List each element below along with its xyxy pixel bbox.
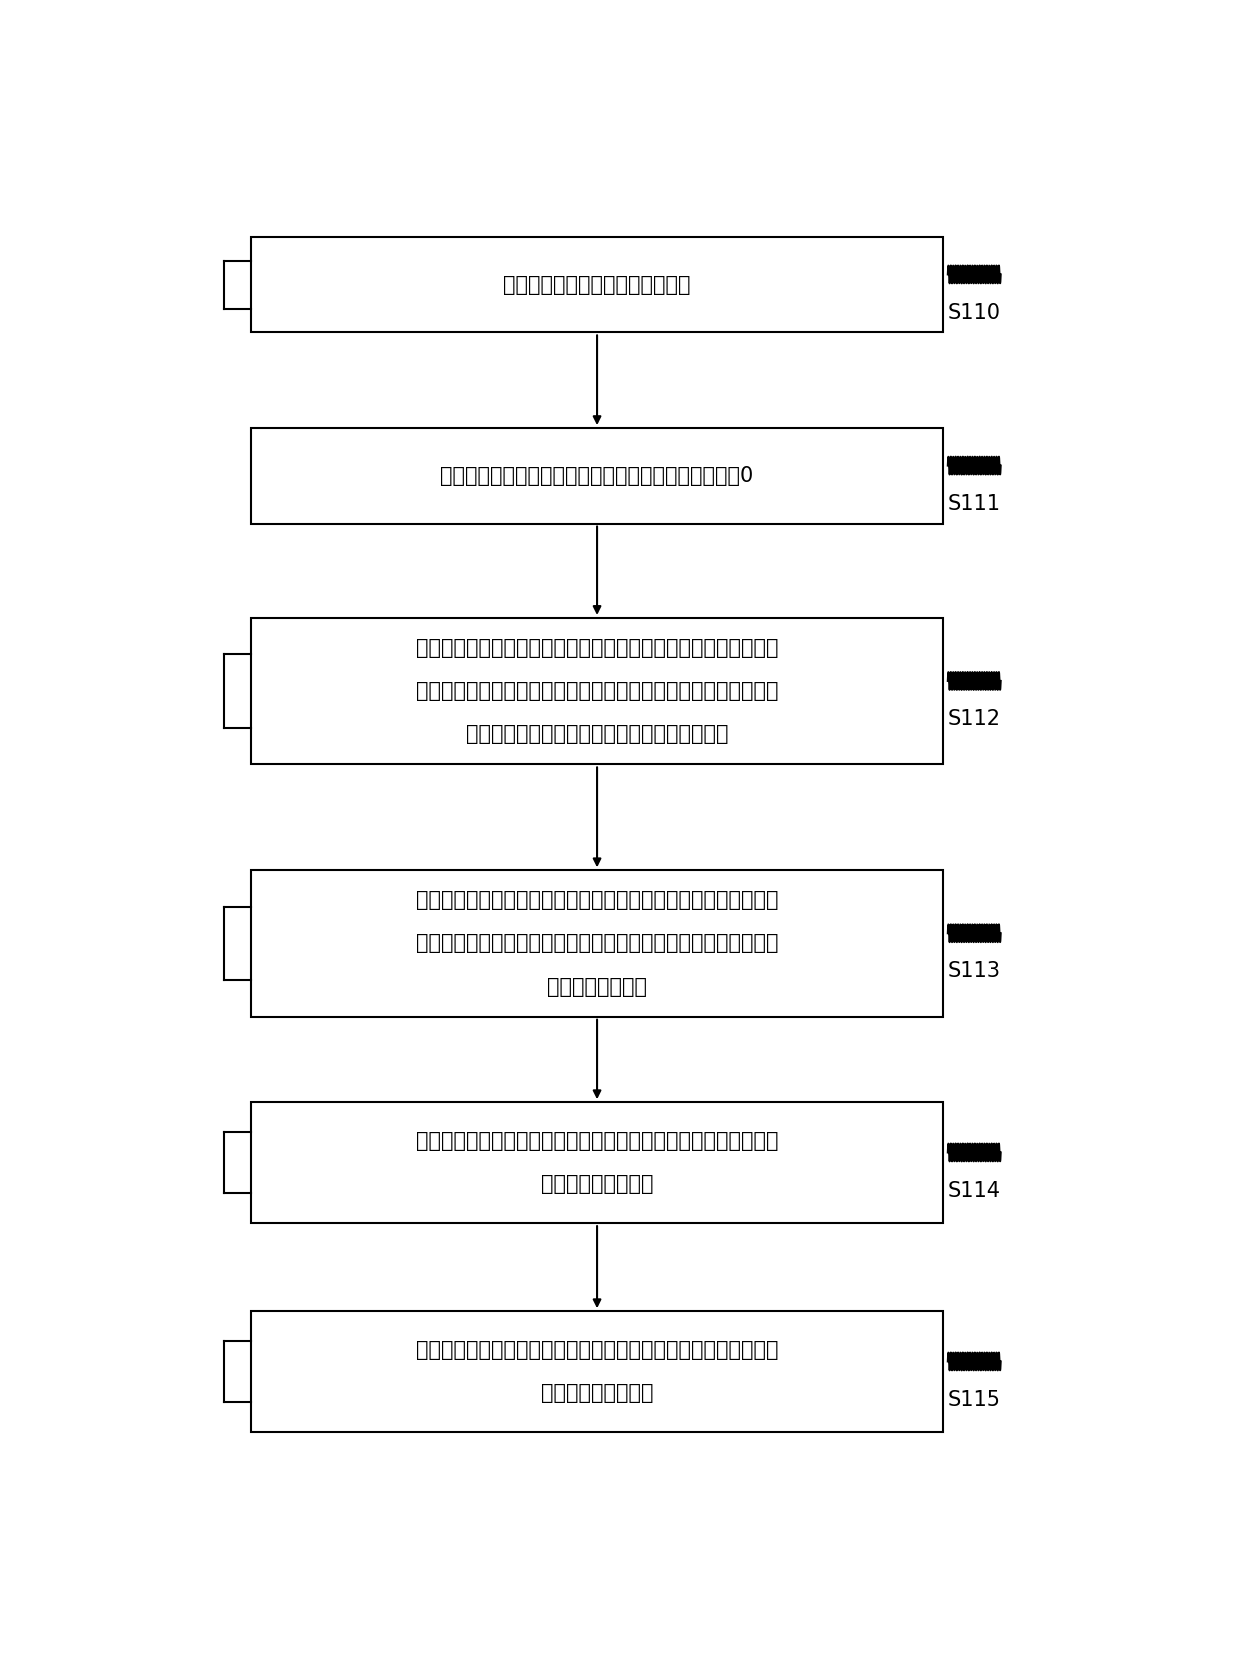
Bar <box>250 1311 942 1432</box>
Bar <box>250 237 942 333</box>
Text: S113: S113 <box>947 962 1001 981</box>
Text: 若当前的制动深度值不大于制动回馈进入时最小制动深度开度值，: 若当前的制动深度值不大于制动回馈进入时最小制动深度开度值， <box>415 1130 779 1150</box>
Text: 若车辆的制动系统出现故障，则给定制动回馈扭矩值为0: 若车辆的制动系统出现故障，则给定制动回馈扭矩值为0 <box>440 465 754 487</box>
Text: 否大于制动回馈进入时最小制动深度开度值，或者当前的制动深度: 否大于制动回馈进入时最小制动深度开度值，或者当前的制动深度 <box>415 682 779 702</box>
Text: 若当前的制动深度值不小于制动回馈退出时最大制动深度开度值，: 若当前的制动深度值不小于制动回馈退出时最大制动深度开度值， <box>415 1341 779 1360</box>
Text: 判断车辆的制动系统是否出现故障: 判断车辆的制动系统是否出现故障 <box>503 275 691 295</box>
Text: S115: S115 <box>947 1390 1001 1410</box>
Text: 则返回滑行回馈状态: 则返回滑行回馈状态 <box>541 1175 653 1195</box>
Text: 值是否小于制动回馈退出时最大制动深度开度值: 值是否小于制动回馈退出时最大制动深度开度值 <box>466 725 728 745</box>
Bar <box>250 1102 942 1223</box>
Text: S114: S114 <box>947 1180 1001 1200</box>
Bar <box>250 871 942 1016</box>
Text: 者当前的制动深度值小于制动回馈退出时最大制动深度开度值，则: 者当前的制动深度值小于制动回馈退出时最大制动深度开度值，则 <box>415 933 779 953</box>
Text: 进入制动回馈状态: 进入制动回馈状态 <box>547 976 647 996</box>
Text: S112: S112 <box>947 710 1001 730</box>
Bar <box>250 429 942 523</box>
Text: S110: S110 <box>947 303 1001 323</box>
Text: 若车辆的制动系统未出现故障，则进一步判断当前的制动深度值是: 若车辆的制动系统未出现故障，则进一步判断当前的制动深度值是 <box>415 637 779 657</box>
Text: S111: S111 <box>947 493 1001 513</box>
Bar <box>250 617 942 765</box>
Text: 则进入机械制动状态: 则进入机械制动状态 <box>541 1384 653 1403</box>
Text: 若当前的制动深度值大于制动回馈进入时最小制动深度开度值，或: 若当前的制动深度值大于制动回馈进入时最小制动深度开度值，或 <box>415 890 779 910</box>
